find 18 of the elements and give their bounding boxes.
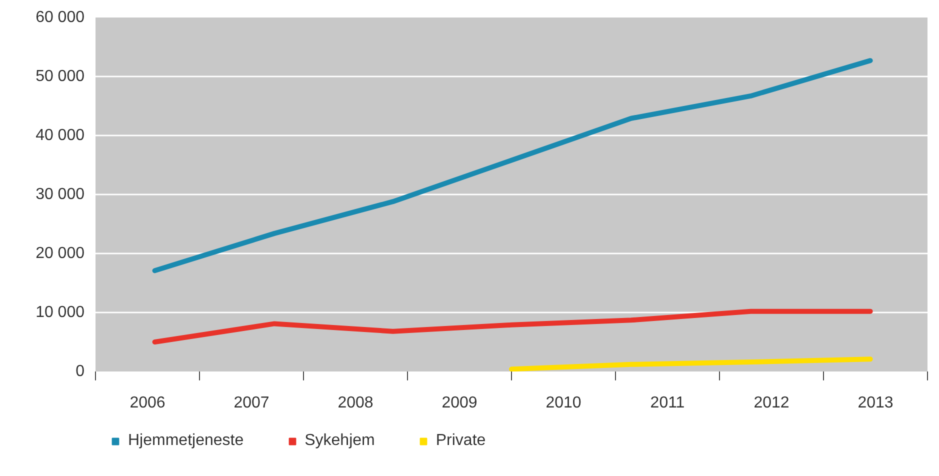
y-tick-label: 40 000 — [36, 127, 85, 144]
y-tick-label: 20 000 — [36, 245, 85, 262]
y-tick-label: 30 000 — [36, 186, 85, 203]
y-tick-label: 60 000 — [36, 9, 85, 26]
legend-label: Sykehjem — [304, 432, 375, 450]
x-tick-label: 2007 — [234, 394, 270, 412]
x-tick-label: 2009 — [442, 394, 478, 412]
x-tick-label: 2006 — [130, 394, 166, 412]
x-tick-label: 2011 — [650, 394, 685, 412]
y-tick-label: 10 000 — [36, 304, 85, 321]
legend-label: Hjemmetjeneste — [128, 432, 244, 450]
x-tick-label: 2008 — [338, 394, 374, 412]
legend-label: Private — [436, 432, 486, 450]
y-tick-label: 50 000 — [36, 68, 85, 85]
x-tick-label: 2013 — [858, 394, 894, 412]
x-tick-label: 2010 — [546, 394, 582, 412]
y-tick-label: 0 — [76, 363, 85, 380]
x-tick-label: 2012 — [754, 394, 790, 412]
